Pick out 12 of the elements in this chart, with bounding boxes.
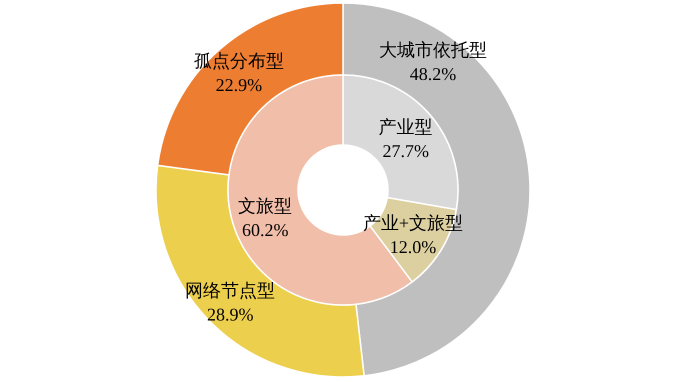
data-label: 28.9%: [206, 304, 254, 325]
data-label: 22.9%: [216, 75, 262, 96]
slice-label: 网络节点型: [185, 280, 276, 301]
slice-label: 大城市依托型: [378, 40, 487, 60]
slice-label: 产业型: [378, 117, 433, 138]
data-label: 12.0%: [390, 236, 436, 257]
slice-label: 产业+文旅型: [362, 212, 464, 233]
slice-label: 孤点分布型: [194, 51, 284, 72]
data-label: 48.2%: [410, 64, 456, 84]
data-label: 60.2%: [242, 220, 288, 240]
slice-label: 文旅型: [238, 196, 292, 216]
data-label: 27.7%: [382, 141, 429, 162]
